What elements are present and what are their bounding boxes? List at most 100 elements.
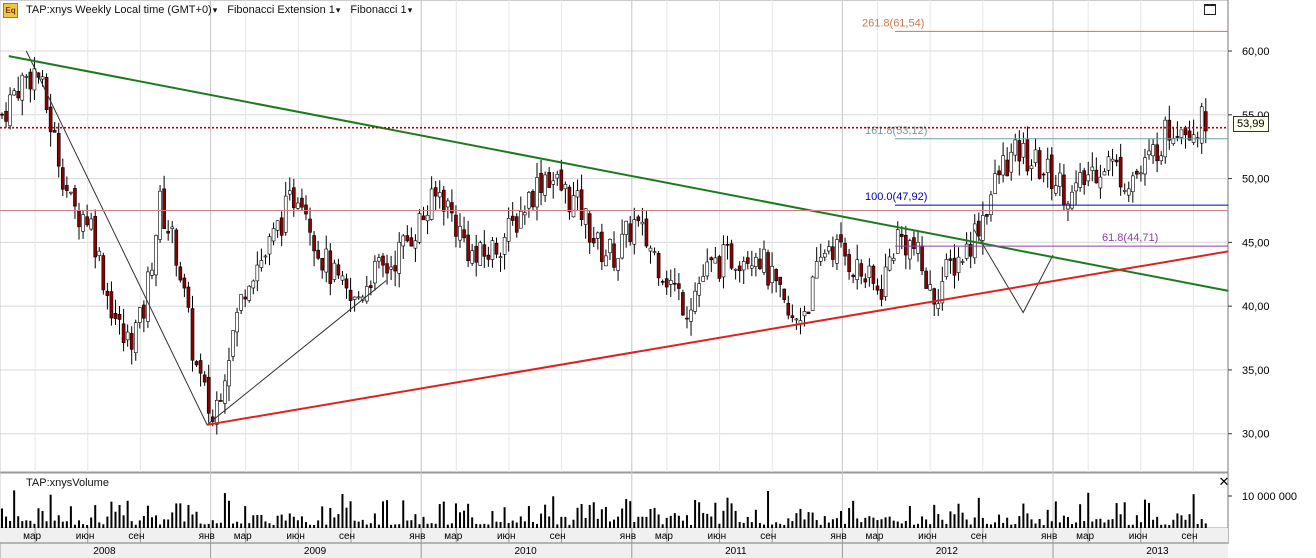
candle-body [948,258,953,261]
candle-body [20,74,25,101]
candle-body [859,263,864,277]
month-label: мар [444,531,462,542]
candle-body [640,221,645,225]
candle-body [125,331,130,341]
maximize-icon[interactable] [1204,4,1216,15]
candle-body [831,246,835,260]
candle-body [332,262,337,280]
candle-body [977,220,981,237]
fib-level-label: 161.8(53,12) [865,125,927,137]
candle-body [762,248,766,273]
candle-body [486,254,491,260]
candle-body [474,245,479,263]
candle-body [190,308,195,361]
candle-body [1147,150,1151,156]
month-label: мар [655,531,673,542]
candle-body [713,257,718,264]
candle-body [1049,154,1054,189]
candle-body [231,330,235,357]
candle-body [1155,144,1159,162]
candle-body [1062,174,1066,206]
candle-body [916,241,920,254]
candle-body [555,173,560,179]
candle-body [178,266,183,281]
candle-body [24,76,29,78]
candle-body [340,275,345,281]
candle-body [875,285,880,291]
candle-body [583,208,588,225]
candle-body [409,237,414,247]
candle-body [421,215,426,221]
candle-body [478,242,483,266]
candle-body [146,271,150,322]
candle-body [721,244,726,278]
candle-body [397,241,402,274]
fibonacci-dropdown[interactable]: Fibonacci 1 [350,4,412,16]
candle-body [413,240,418,249]
candle-body [790,315,795,318]
candle-body [673,282,677,285]
candle-body [194,361,199,366]
candle-body [0,113,4,116]
candle-body [1070,191,1074,209]
candle-body [539,172,543,193]
candle-body [227,360,231,387]
fibonacci-extension-dropdown[interactable]: Fibonacci Extension 1 [227,4,340,16]
candle-body [494,242,499,255]
candle-body [895,229,900,254]
candle-body [1074,182,1078,192]
candle-body [660,281,665,283]
candle-body [952,257,957,276]
symbol-title-dropdown[interactable]: TAP:xnys Weekly Local time (GMT+0) [26,4,217,16]
candle-body [304,204,308,215]
candle-body [632,219,637,245]
candle-body [863,278,868,283]
year-label: 2008 [93,546,116,557]
candle-body [462,229,466,239]
candle-body [1159,155,1163,162]
candle-body [758,258,762,270]
month-label: июн [1129,531,1148,542]
candle-body [709,257,714,261]
candle-body [547,172,551,188]
candle-body [425,214,430,222]
candle-body [835,239,839,264]
y-tick-label: 60,00 [1242,46,1270,58]
red-trendline [206,250,1229,426]
candle-body [1017,140,1022,162]
candle-body [527,192,531,209]
candle-body [652,251,657,253]
candle-body [40,76,45,80]
candle-body [369,285,373,288]
candle-body [1135,170,1139,175]
candle-body [1187,130,1192,141]
candle-body [16,90,21,99]
candle-body [352,296,357,300]
candle-body [879,289,884,300]
candle-body [393,265,397,272]
candle-body [235,312,239,333]
year-label: 2013 [1146,546,1169,557]
candle-body [531,190,535,208]
candle-body [1029,165,1034,169]
candle-body [373,261,377,284]
candle-body [701,276,705,282]
candle-body [899,233,904,237]
close-icon[interactable]: ✕ [1218,474,1230,489]
month-label: сен [550,531,566,542]
app-icon[interactable]: Eq [3,3,18,18]
month-label: янв [620,531,636,542]
candle-body [1139,172,1143,175]
candle-body [745,257,750,264]
candle-body [1126,188,1131,196]
candle-body [1025,139,1030,172]
candle-body [166,231,170,234]
candle-body [202,374,207,383]
last-price-label: 53,99 [1233,116,1269,132]
candle-body [316,249,320,259]
candle-body [1041,173,1046,176]
candle-body [69,191,73,194]
candle-body [113,312,118,319]
